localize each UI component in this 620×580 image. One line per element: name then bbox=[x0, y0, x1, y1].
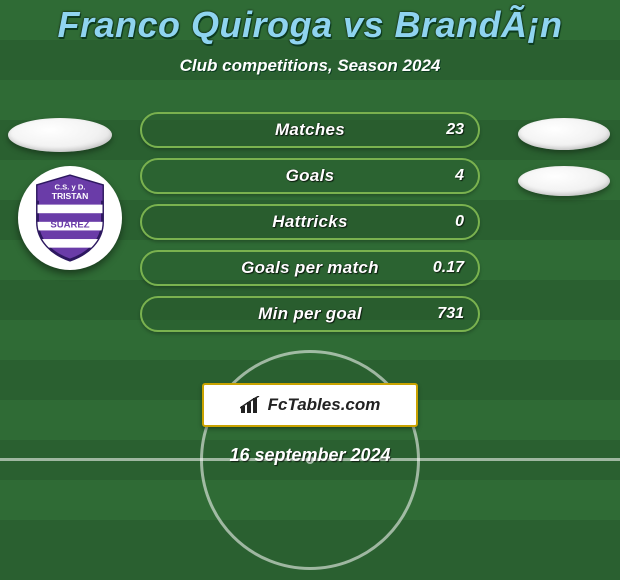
stat-row: Matches 23 bbox=[140, 112, 480, 148]
shield-icon: C.S. y D. TRISTAN SUAREZ bbox=[31, 174, 109, 262]
player-left-avatar-placeholder bbox=[8, 118, 112, 152]
stat-right-value: 731 bbox=[437, 305, 464, 323]
badge-text-bot: SUAREZ bbox=[50, 220, 89, 231]
stat-rows: Matches 23 Goals 4 Hattricks 0 Goals per match… bbox=[140, 112, 480, 332]
player-right-avatar-placeholder bbox=[518, 118, 610, 150]
footer-attribution[interactable]: FcTables.com bbox=[202, 383, 418, 427]
date-label: 16 september 2024 bbox=[0, 445, 620, 466]
footer-brand: FcTables.com bbox=[268, 395, 381, 415]
bar-chart-icon bbox=[240, 396, 262, 414]
stat-row: Hattricks 0 bbox=[140, 204, 480, 240]
stat-label: Goals bbox=[286, 166, 335, 186]
badge-text-mid: TRISTAN bbox=[52, 191, 89, 201]
stat-right-value: 0 bbox=[455, 213, 464, 231]
stat-row: Goals per match 0.17 bbox=[140, 250, 480, 286]
stat-right-value: 4 bbox=[455, 167, 464, 185]
stat-label: Hattricks bbox=[272, 212, 347, 232]
content: Franco Quiroga vs BrandÃ¡n Club competit… bbox=[0, 0, 620, 466]
player-right-avatar-placeholder-2 bbox=[518, 166, 610, 196]
stat-row: Goals 4 bbox=[140, 158, 480, 194]
stat-right-value: 0.17 bbox=[433, 259, 464, 277]
club-badge: C.S. y D. TRISTAN SUAREZ bbox=[18, 166, 122, 270]
stat-label: Matches bbox=[275, 120, 345, 140]
stat-label: Goals per match bbox=[241, 258, 379, 278]
stat-right-value: 23 bbox=[446, 121, 464, 139]
page-title: Franco Quiroga vs BrandÃ¡n bbox=[0, 4, 620, 46]
stats-zone: C.S. y D. TRISTAN SUAREZ Matches 23 Goals 4… bbox=[0, 106, 620, 361]
page-subtitle: Club competitions, Season 2024 bbox=[0, 56, 620, 76]
stat-row: Min per goal 731 bbox=[140, 296, 480, 332]
stat-label: Min per goal bbox=[258, 304, 362, 324]
